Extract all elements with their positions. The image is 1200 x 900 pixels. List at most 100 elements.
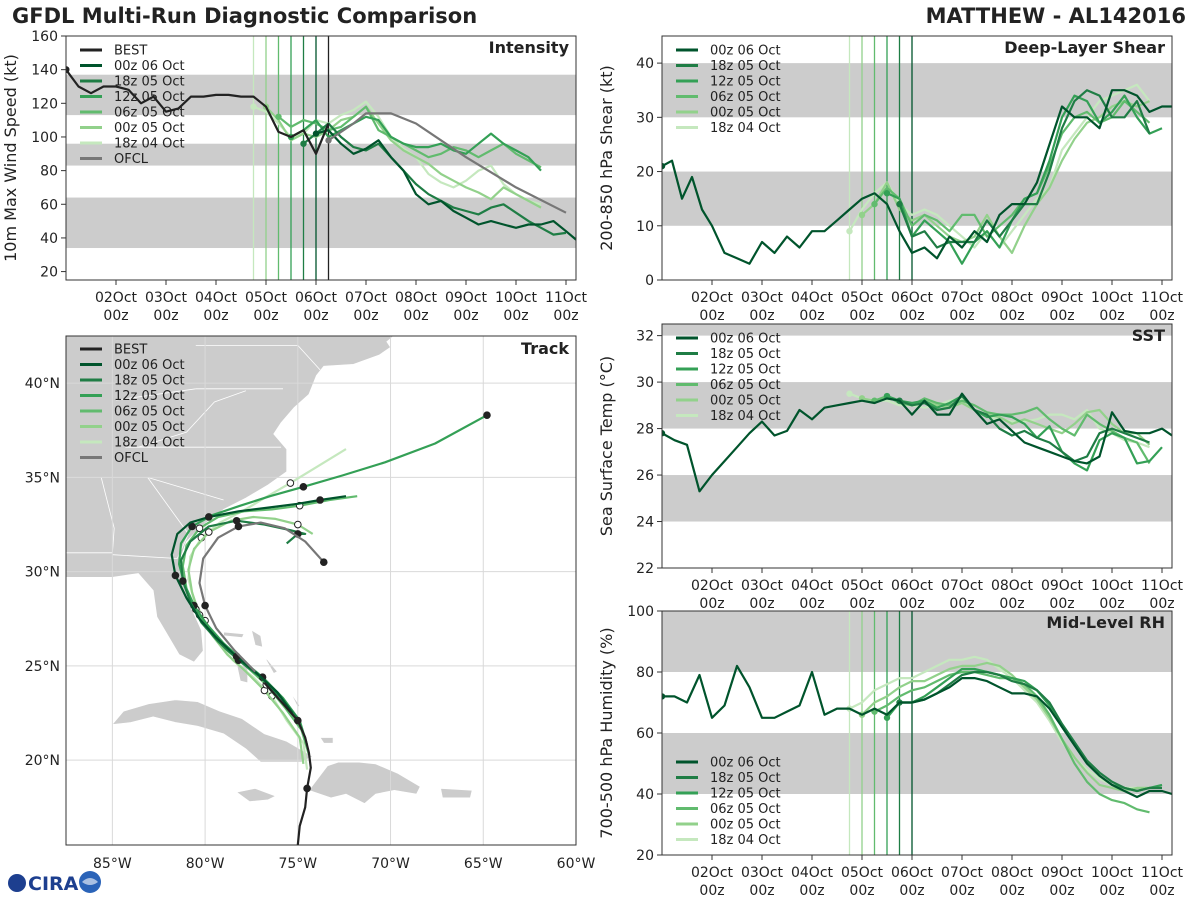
shear-frame: [661, 35, 1173, 281]
track-title: Track: [521, 339, 569, 358]
shear-y-axis-label: 200-850 hPa Shear (kt): [597, 65, 616, 251]
shear-marker-12z-05-oct: [883, 190, 891, 197]
rh-xtick-day: 06Oct: [891, 865, 934, 881]
track-lon-label: 80°W: [186, 856, 225, 872]
rh-panel: 20 40 60 80 100 02Oct 00z 03Oct 00z 04Oct 00z 05Oct…: [597, 604, 1184, 899]
rh-legend-label: 00z 06 Oct: [710, 756, 781, 771]
rh-xtick-hour: 00z: [1049, 883, 1074, 899]
shear-xtick-hour: 00z: [1099, 308, 1124, 324]
rh-xtick-day: 04Oct: [791, 865, 834, 881]
rh-marker-00z-06-oct: [662, 693, 666, 700]
rh-series-00z-06-oct: [662, 664, 1172, 799]
sst-ytick-label: 24: [636, 515, 654, 531]
intensity-xtick-hour: 00z: [103, 308, 128, 324]
shear-marker-18z-05-oct: [896, 200, 903, 208]
track-legend-label: 18z 04 Oct: [114, 436, 185, 451]
intensity-legend-label: BEST: [114, 44, 147, 59]
intensity-marker-ofcl: [325, 137, 332, 144]
intensity-series-best: [66, 69, 330, 155]
shear-ytick-label: 10: [636, 219, 654, 235]
sst-xtick-hour: 00z: [749, 596, 774, 612]
sst-panel: 22 24 26 28 30 32 02Oct 00z 03Oct 00z 04Oct 00z 05Oc…: [597, 323, 1184, 612]
sst-ytick-label: 30: [636, 375, 654, 391]
sst-xtick-hour: 00z: [1149, 596, 1174, 612]
shear-series-00z-06-oct: [662, 89, 1172, 265]
track-legend-label: 12z 05 Oct: [114, 389, 185, 404]
rh-marker-12z-05-oct: [883, 714, 891, 721]
sst-legend-label: 12z 05 Oct: [710, 363, 781, 378]
track-line-ofcl: [198, 521, 325, 673]
shear-marker-18z-04-oct: [846, 228, 853, 235]
sst-band: [662, 475, 1172, 522]
rh-band: [662, 611, 1172, 672]
shear-xtick-day: 11Oct: [1141, 290, 1184, 306]
intensity-ytick-label: 60: [40, 197, 58, 213]
intensity-panel: 20 40 60 80 100 120 140 160 02Oct 00z 03Oct 00z 04Oc…: [1, 29, 588, 324]
intensity-marker-18z-05-oct: [300, 140, 307, 147]
track-point-best: [294, 716, 302, 725]
intensity-plot-area: [66, 36, 576, 280]
state-border: [116, 388, 196, 401]
intensity-xtick-day: 02Oct: [95, 290, 138, 306]
rh-xtick-day: 05Oct: [841, 865, 884, 881]
sst-xtick-day: 04Oct: [791, 578, 834, 594]
rh-ytick-label: 100: [627, 604, 654, 620]
shear-legend-label: 12z 05 Oct: [710, 75, 781, 90]
shear-marker-00z-05-oct: [858, 211, 866, 219]
land-cuba: [111, 699, 314, 763]
track-line-00z-05-oct: [187, 515, 314, 765]
intensity-series-18z-05-oct: [302, 122, 567, 236]
sst-y-axis-label: Sea Surface Temp (°C): [597, 356, 616, 536]
intensity-xtick-day: 03Oct: [145, 290, 188, 306]
storm-id-title: MATTHEW - AL142016: [925, 4, 1186, 28]
rh-ytick-label: 80: [636, 665, 654, 681]
track-point-00z-05-oct: [205, 528, 213, 536]
sst-marker-18z-04-oct: [846, 390, 853, 397]
intensity-y-axis-label: 10m Max Wind Speed (kt): [1, 54, 20, 262]
state-border: [138, 390, 247, 448]
sst-xtick-hour: 00z: [849, 596, 874, 612]
sst-ytick-label: 26: [636, 468, 654, 484]
track-point-best: [303, 784, 311, 793]
track-lon-label: 60°W: [557, 856, 596, 872]
track-point-00z-06-oct: [171, 571, 180, 580]
track-point-ofcl: [234, 522, 243, 531]
shear-legend-label: 18z 04 Oct: [710, 121, 781, 136]
rh-xtick-day: 07Oct: [941, 865, 984, 881]
intensity-legend-label: 00z 05 Oct: [114, 121, 185, 136]
intensity-xtick-hour: 00z: [453, 308, 478, 324]
intensity-marker-00z-06-oct: [312, 130, 320, 137]
sst-xtick-hour: 00z: [999, 596, 1024, 612]
shear-xtick-day: 04Oct: [791, 290, 834, 306]
sst-xtick-hour: 00z: [1099, 596, 1124, 612]
intensity-series-ofcl: [327, 112, 567, 214]
intensity-ytick-label: 100: [31, 130, 58, 146]
state-border: [100, 477, 115, 553]
sst-xtick-hour: 00z: [699, 596, 724, 612]
track-lon-label: 65°W: [464, 856, 503, 872]
intensity-marker-06z-05-oct: [275, 113, 282, 120]
rh-xtick-day: 08Oct: [991, 865, 1034, 881]
sst-band: [662, 324, 1172, 336]
shear-ytick-label: 40: [636, 56, 654, 72]
sst-xtick-hour: 00z: [899, 596, 924, 612]
sst-xtick-day: 10Oct: [1091, 578, 1134, 594]
track-point-12z-05-oct: [299, 483, 308, 491]
track-lat-label: 25°N: [25, 659, 60, 675]
sst-series-12z-05-oct: [886, 394, 1163, 472]
sst-xtick-day: 09Oct: [1041, 578, 1084, 594]
logo-text: CIRA: [28, 873, 79, 895]
shear-xtick-day: 08Oct: [991, 290, 1034, 306]
rh-ytick-label: 40: [636, 787, 654, 803]
track-point-18z-05-oct: [179, 577, 187, 585]
track-legend-label: OFCL: [114, 451, 149, 466]
land-puerto-rico: [440, 788, 473, 799]
intensity-ytick-label: 40: [40, 231, 58, 247]
intensity-ytick-label: 120: [31, 96, 58, 112]
track-point-00z-05-oct: [294, 520, 302, 529]
intensity-xtick-day: 05Oct: [245, 290, 288, 306]
track-lat-label: 30°N: [25, 565, 60, 581]
track-map-area: [66, 336, 576, 845]
intensity-legend-label: 18z 05 Oct: [114, 75, 185, 90]
intensity-series-00z-06-oct: [315, 129, 576, 241]
